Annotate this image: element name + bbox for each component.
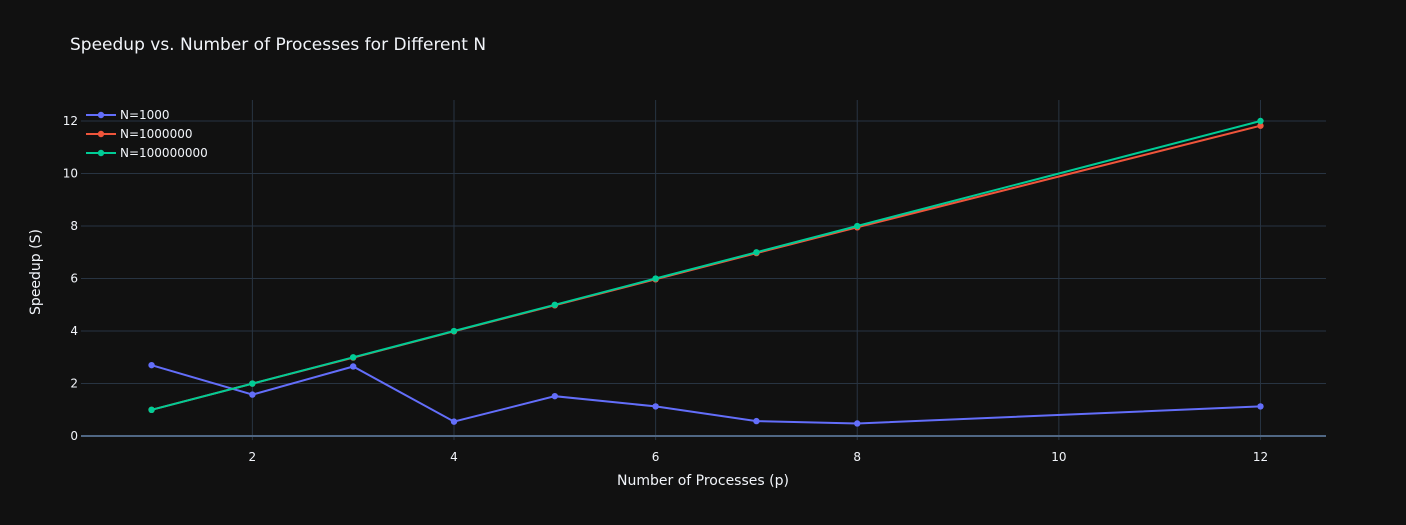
x-tick-label: 6: [652, 450, 660, 464]
legend-swatch-marker: [97, 130, 105, 138]
data-point[interactable]: [854, 420, 861, 427]
data-point[interactable]: [450, 418, 458, 425]
data-point[interactable]: [148, 406, 155, 414]
data-point[interactable]: [854, 222, 861, 230]
legend-label: N=1000000: [120, 127, 192, 141]
chart-title: Speedup vs. Number of Processes for Diff…: [70, 35, 486, 55]
x-tick-label: 4: [450, 450, 458, 464]
data-point[interactable]: [753, 249, 760, 256]
data-point[interactable]: [652, 275, 659, 282]
y-tick-label: 6: [70, 272, 78, 286]
series-N=1000: [148, 361, 1264, 427]
data-point[interactable]: [753, 417, 760, 425]
data-point[interactable]: [148, 361, 155, 369]
x-tick-label: 10: [1051, 450, 1066, 464]
y-tick-label: 12: [63, 114, 78, 128]
data-point[interactable]: [652, 403, 659, 410]
x-tick-label: 2: [249, 450, 257, 464]
legend: N=1000 N=1000000 N=100000000: [86, 108, 208, 160]
data-point[interactable]: [249, 380, 256, 387]
legend-label: N=1000: [120, 108, 170, 122]
legend-item[interactable]: N=100000000: [86, 146, 208, 160]
y-tick-label: 8: [70, 219, 78, 233]
y-tick-label: 2: [70, 377, 78, 391]
legend-label: N=100000000: [120, 146, 208, 160]
data-point[interactable]: [1257, 122, 1264, 129]
legend-swatch-marker: [97, 111, 105, 119]
data-point[interactable]: [551, 392, 559, 400]
grid-layer: [81, 100, 1326, 440]
series-layer: [148, 117, 1264, 427]
data-point[interactable]: [349, 354, 357, 361]
axis-layer: 2 4 6 8 10 12 0 2 4 6 8 10 12: [63, 114, 1268, 464]
series-N=100000000: [148, 117, 1264, 414]
data-point[interactable]: [349, 363, 357, 370]
data-point[interactable]: [551, 301, 559, 308]
x-axis-title: Number of Processes (p): [617, 473, 789, 489]
legend-item[interactable]: N=1000: [86, 108, 170, 122]
y-tick-label: 0: [70, 429, 78, 443]
data-point[interactable]: [450, 327, 458, 335]
x-tick-label: 12: [1253, 450, 1268, 464]
data-point[interactable]: [1257, 403, 1264, 410]
legend-swatch-marker: [97, 149, 105, 157]
y-axis-title: Speedup (S): [28, 229, 44, 315]
data-point[interactable]: [249, 391, 256, 398]
legend-item[interactable]: N=1000000: [86, 127, 192, 141]
data-point[interactable]: [1257, 117, 1264, 125]
y-tick-label: 10: [63, 167, 78, 181]
x-tick-label: 8: [853, 450, 861, 464]
y-tick-label: 4: [70, 324, 78, 338]
